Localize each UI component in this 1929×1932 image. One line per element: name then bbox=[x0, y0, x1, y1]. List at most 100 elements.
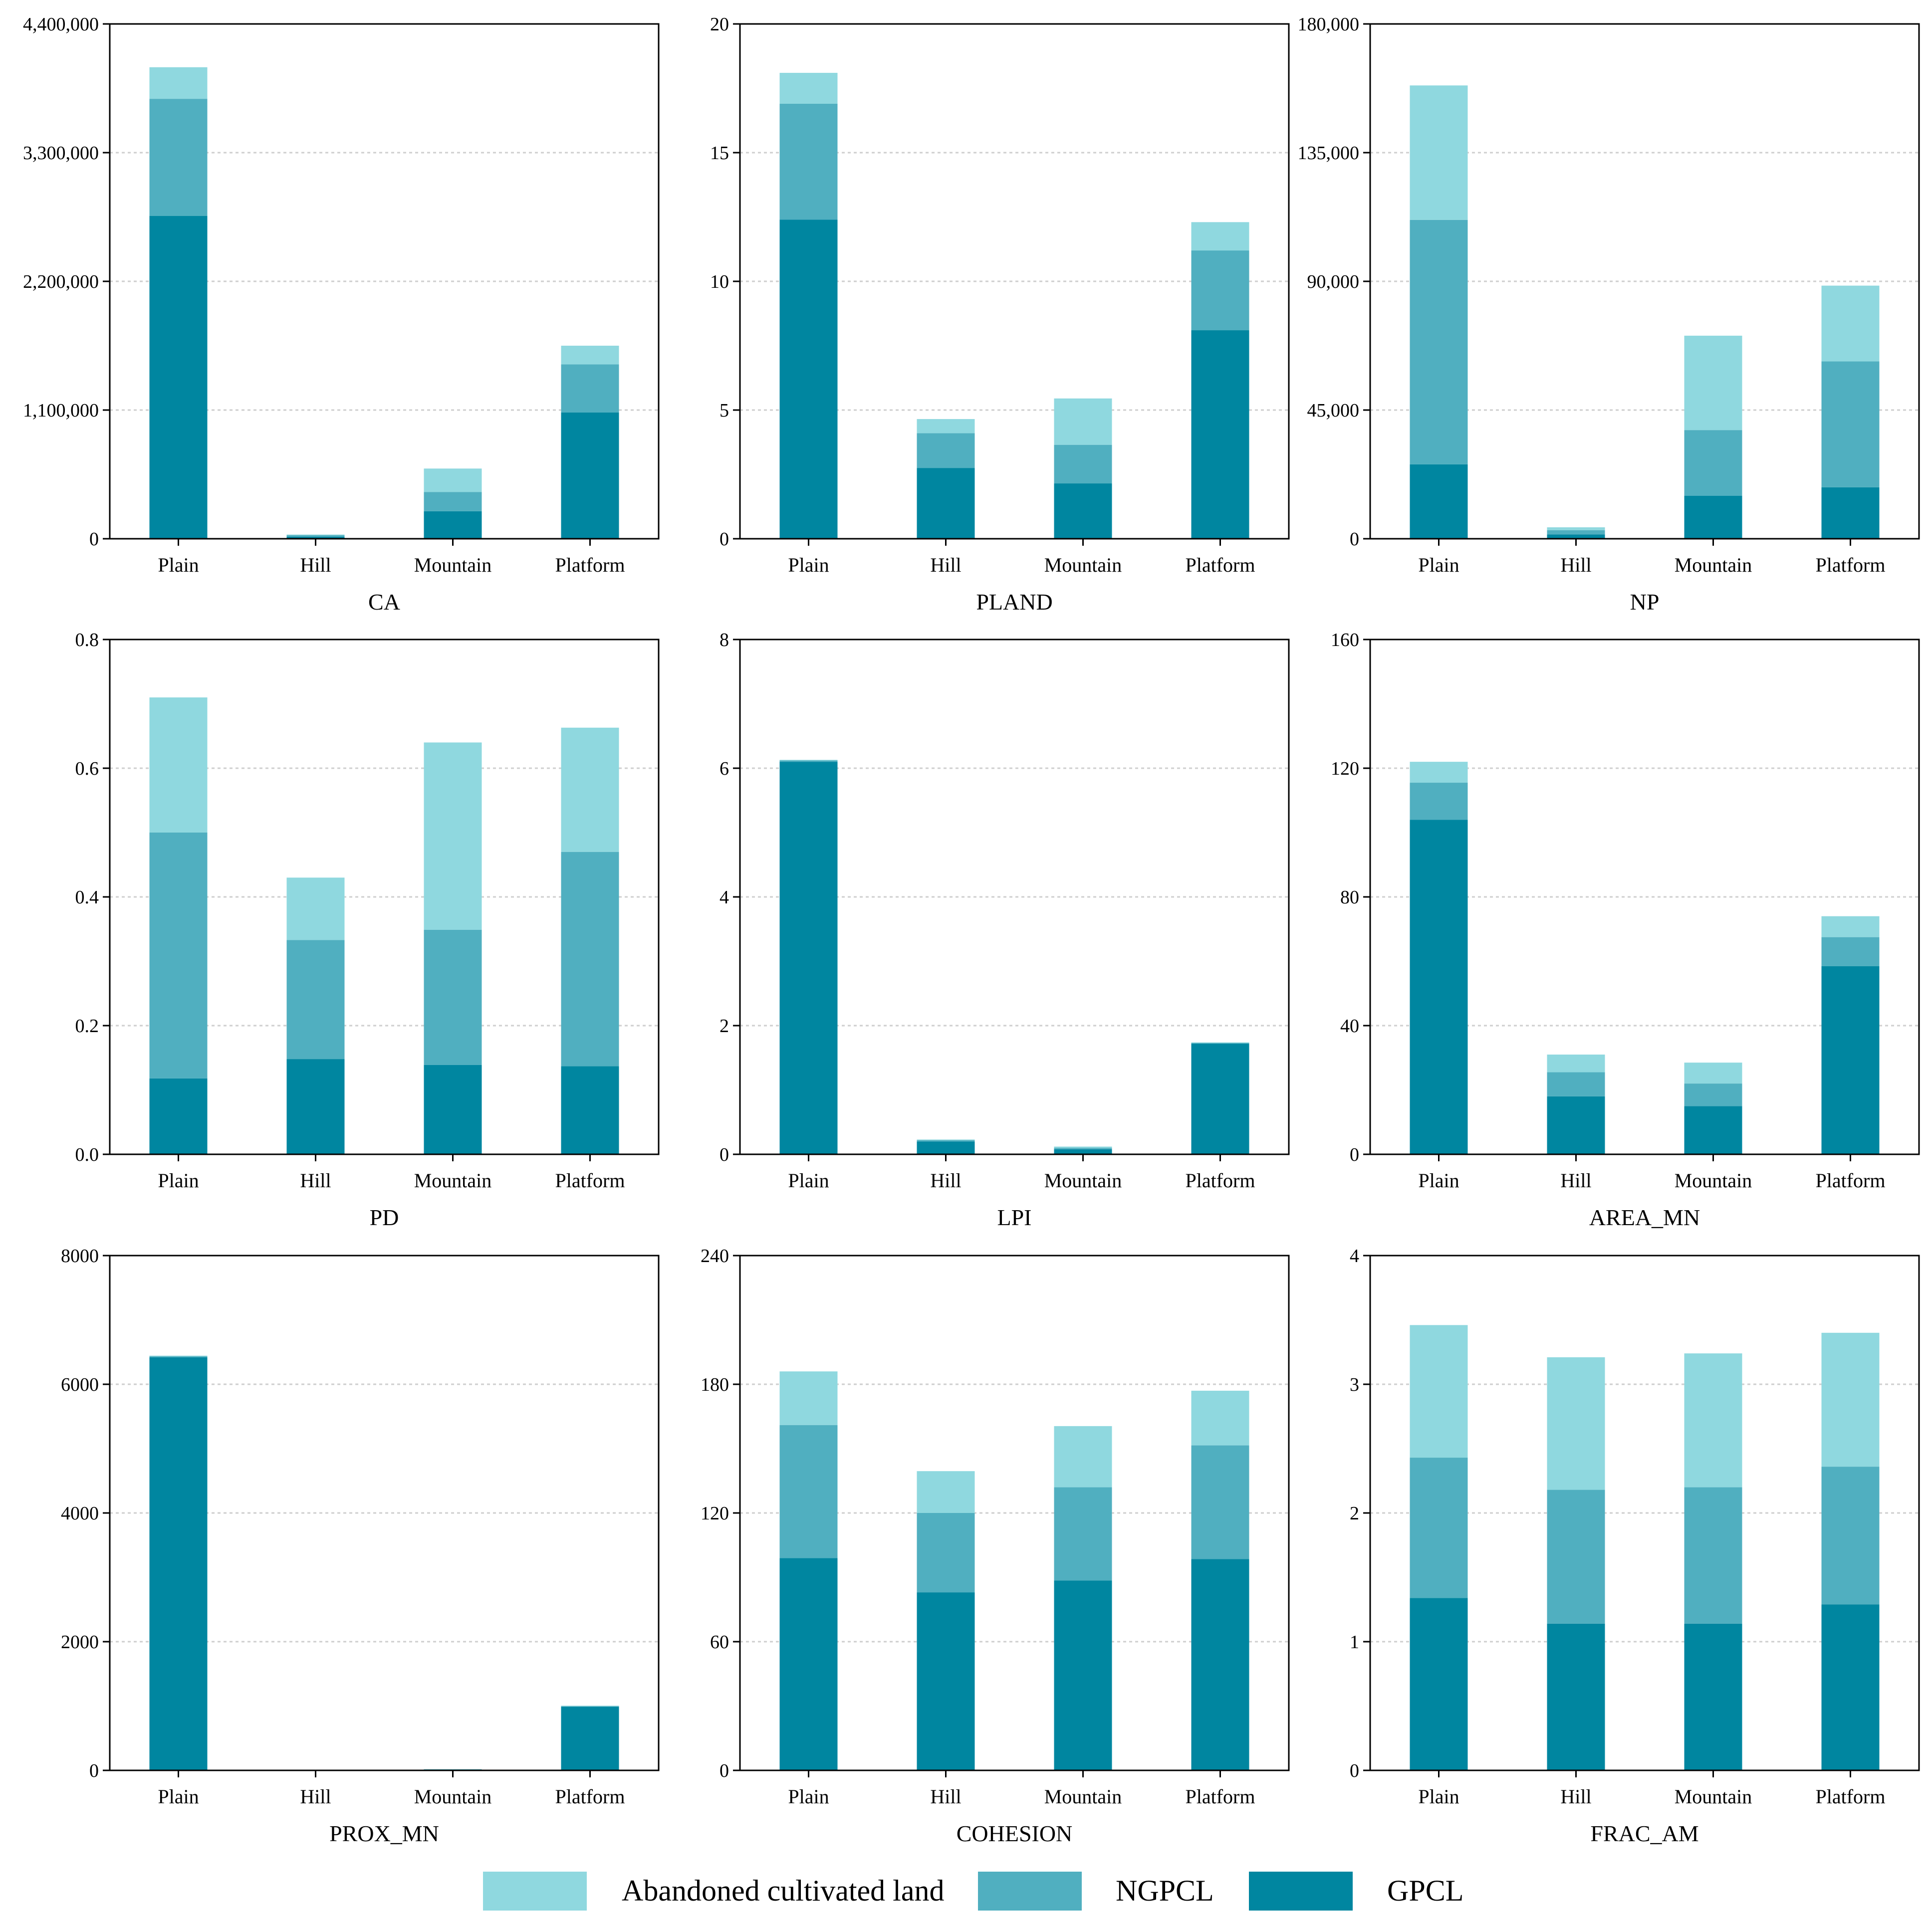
y-tick-label: 0 bbox=[720, 529, 729, 550]
y-tick-label: 2000 bbox=[61, 1632, 99, 1653]
bar-pland-platform-gpcl bbox=[1191, 330, 1249, 539]
bar-frac-am-platform-ngpcl bbox=[1821, 1467, 1880, 1605]
x-tick-label: Hill bbox=[1560, 554, 1591, 576]
y-tick-label: 180,000 bbox=[1298, 14, 1360, 35]
bar-cohesion-plain-gpcl bbox=[779, 1558, 838, 1770]
bar-pland-plain-ngpcl bbox=[779, 103, 838, 220]
x-axis-title: COHESION bbox=[957, 1821, 1073, 1846]
x-tick-label: Platform bbox=[555, 1785, 625, 1808]
bar-np-hill-abandoned-cultivated-land bbox=[1547, 527, 1605, 530]
chart-cohesion: Plain Hill Mountain Platform 0 60 120 180 240 COH… bbox=[701, 1246, 1290, 1846]
x-tick-label: Platform bbox=[1816, 1785, 1886, 1808]
bar-pd-plain-abandoned-cultivated-land bbox=[149, 697, 208, 833]
bar-np-hill-gpcl bbox=[1547, 534, 1605, 539]
x-tick-label: Mountain bbox=[414, 554, 492, 576]
bar-pd-mountain-gpcl bbox=[424, 1065, 482, 1154]
bar-np-platform-abandoned-cultivated-land bbox=[1821, 285, 1880, 362]
y-tick-label: 2 bbox=[1350, 1503, 1359, 1524]
bar-area-mn-plain-gpcl bbox=[1410, 820, 1468, 1154]
y-tick-label: 8 bbox=[720, 630, 729, 650]
bar-area-mn-mountain-ngpcl bbox=[1684, 1083, 1742, 1106]
y-tick-label: 0.4 bbox=[75, 887, 99, 908]
bar-pd-platform-gpcl bbox=[561, 1066, 619, 1154]
x-tick-label: Plain bbox=[1418, 1169, 1459, 1192]
y-tick-label: 3,300,000 bbox=[23, 143, 99, 164]
x-axis-title: FRAC_AM bbox=[1590, 1821, 1698, 1846]
x-tick-label: Hill bbox=[1560, 1785, 1591, 1808]
bar-pd-mountain-ngpcl bbox=[424, 929, 482, 1065]
x-tick-label: Hill bbox=[300, 1785, 331, 1808]
x-tick-label: Hill bbox=[930, 1785, 961, 1808]
bar-lpi-plain-gpcl bbox=[779, 762, 838, 1154]
bar-frac-am-plain-abandoned-cultivated-land bbox=[1410, 1325, 1468, 1458]
bar-pland-mountain-ngpcl bbox=[1054, 444, 1112, 484]
bar-lpi-plain-ngpcl bbox=[779, 760, 838, 762]
chart-prox-mn: Plain Hill Mountain Platform 0 2000 4000 6000 80… bbox=[61, 1246, 660, 1846]
axes-frame bbox=[1369, 23, 1920, 540]
bar-cohesion-mountain-abandoned-cultivated-land bbox=[1054, 1426, 1112, 1488]
y-tick-label: 0 bbox=[89, 1760, 99, 1781]
bar-prox-mn-platform-ngpcl bbox=[561, 1706, 619, 1707]
bar-prox-mn-platform-gpcl bbox=[561, 1707, 619, 1770]
x-tick-label: Mountain bbox=[1675, 1785, 1752, 1808]
y-tick-label: 0 bbox=[89, 529, 99, 550]
x-tick-label: Hill bbox=[300, 554, 331, 576]
x-axis-title: PD bbox=[370, 1205, 399, 1230]
y-tick-label: 40 bbox=[1340, 1016, 1359, 1037]
x-tick-label: Plain bbox=[1418, 554, 1459, 576]
bar-lpi-hill-abandoned-cultivated-land bbox=[917, 1139, 975, 1140]
x-tick-label: Plain bbox=[1418, 1785, 1459, 1808]
y-tick-label: 0 bbox=[720, 1144, 729, 1165]
y-tick-label: 15 bbox=[710, 143, 729, 164]
bar-pland-mountain-abandoned-cultivated-land bbox=[1054, 398, 1112, 445]
bar-prox-mn-plain-gpcl bbox=[149, 1357, 208, 1770]
chart-area-mn: Plain Hill Mountain Platform 0 40 80 120 160 AREA… bbox=[1331, 630, 1920, 1230]
y-tick-label: 8000 bbox=[61, 1246, 99, 1267]
bar-pd-platform-abandoned-cultivated-land bbox=[561, 727, 619, 852]
axes-frame bbox=[1369, 1255, 1920, 1771]
bar-ca-hill-gpcl bbox=[286, 536, 345, 539]
bar-pland-platform-ngpcl bbox=[1191, 250, 1249, 331]
x-tick-label: Mountain bbox=[414, 1785, 492, 1808]
y-tick-label: 4000 bbox=[61, 1503, 99, 1524]
y-tick-label: 0.0 bbox=[75, 1144, 99, 1165]
y-tick-label: 4,400,000 bbox=[23, 14, 99, 35]
x-axis-title: CA bbox=[368, 589, 400, 615]
y-tick-label: 5 bbox=[720, 400, 729, 421]
bar-prox-mn-plain-ngpcl bbox=[149, 1356, 208, 1357]
x-tick-label: Plain bbox=[788, 1169, 829, 1192]
y-tick-label: 0.6 bbox=[75, 758, 99, 779]
bar-cohesion-platform-ngpcl bbox=[1191, 1445, 1249, 1559]
legend: Abandoned cultivated land NGPCL GPCL bbox=[483, 1872, 1463, 1911]
bar-pd-hill-abandoned-cultivated-land bbox=[286, 877, 345, 940]
bar-area-mn-platform-ngpcl bbox=[1821, 937, 1880, 966]
legend-item-ngpcl: NGPCL bbox=[978, 1872, 1214, 1911]
x-axis-title: PLAND bbox=[976, 589, 1052, 615]
bar-area-mn-plain-ngpcl bbox=[1410, 783, 1468, 820]
y-tick-label: 180 bbox=[701, 1374, 729, 1395]
bar-pland-hill-gpcl bbox=[917, 468, 975, 539]
axes-frame bbox=[739, 23, 1290, 540]
bar-pd-mountain-abandoned-cultivated-land bbox=[424, 742, 482, 930]
y-tick-label: 90,000 bbox=[1307, 271, 1360, 292]
bar-frac-am-mountain-gpcl bbox=[1684, 1623, 1742, 1770]
bar-np-mountain-ngpcl bbox=[1684, 430, 1742, 496]
bar-area-mn-hill-abandoned-cultivated-land bbox=[1547, 1055, 1605, 1073]
x-axis-title: PROX_MN bbox=[329, 1821, 439, 1846]
x-tick-label: Plain bbox=[158, 1169, 199, 1192]
bar-area-mn-platform-gpcl bbox=[1821, 966, 1880, 1154]
bar-frac-am-mountain-ngpcl bbox=[1684, 1487, 1742, 1624]
x-axis-title: NP bbox=[1630, 589, 1660, 615]
bar-cohesion-hill-ngpcl bbox=[917, 1513, 975, 1593]
y-tick-label: 4 bbox=[1350, 1246, 1359, 1267]
bar-lpi-mountain-abandoned-cultivated-land bbox=[1054, 1146, 1112, 1148]
y-tick-label: 2 bbox=[720, 1016, 729, 1037]
axes-frame bbox=[739, 1255, 1290, 1771]
bar-np-mountain-abandoned-cultivated-land bbox=[1684, 335, 1742, 430]
chart-np: Plain Hill Mountain Platform 0 45,000 90,000 13… bbox=[1298, 14, 1920, 615]
x-tick-label: Platform bbox=[1186, 1785, 1255, 1808]
chart-panels: Plain Hill Mountain Platform 0 1,100,000 2,200… bbox=[23, 14, 1920, 1846]
legend-item-gpcl: GPCL bbox=[1249, 1872, 1463, 1911]
bar-ca-plain-abandoned-cultivated-land bbox=[149, 67, 208, 99]
